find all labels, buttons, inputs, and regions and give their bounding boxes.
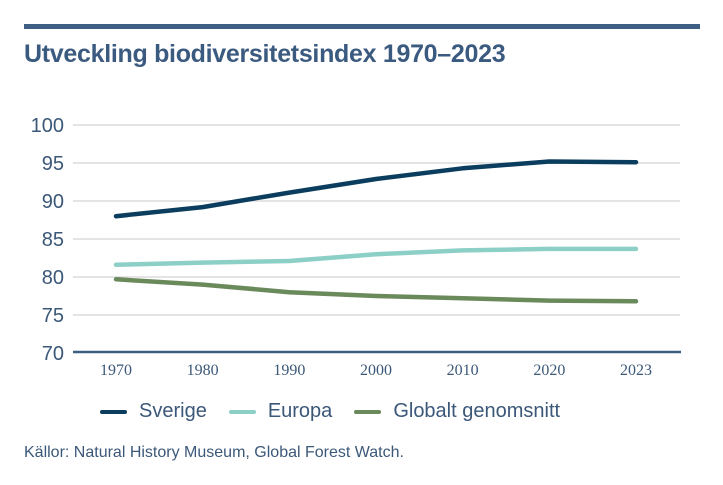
top-accent-bar [24,24,700,29]
y-tick-label: 80 [42,267,64,289]
x-tick-label: 1990 [273,362,305,379]
legend-label-sverige: Sverige [139,400,207,422]
x-tick-label: 2020 [533,362,565,379]
legend-label-globalt: Globalt genomsnitt [393,400,561,422]
y-tick-label: 90 [42,191,64,213]
x-tick-label: 1970 [100,362,132,379]
legend-item-globalt: Globalt genomsnitt [354,400,560,423]
legend-swatch-globalt [354,409,382,414]
legend: Sverige Europa Globalt genomsnitt [100,400,582,423]
legend-item-sverige: Sverige [100,400,207,423]
legend-label-europa: Europa [267,400,333,422]
y-tick-label: 85 [42,229,64,251]
y-tick-label: 100 [31,115,64,137]
series-line-globalt-genomsnitt [113,277,639,304]
x-tick-label: 2000 [360,362,392,379]
y-tick-label: 70 [42,343,64,365]
series-lines [113,159,639,304]
x-axis-ticks: 1970 1980 1990 2000 2010 2020 2023 [100,362,652,379]
y-tick-label: 75 [42,305,64,327]
gridlines [73,124,680,316]
legend-swatch-sverige [100,409,127,414]
series-line-sverige [113,159,639,219]
chart-title: Utveckling biodiversitetsindex 1970–2023 [24,40,506,68]
y-tick-label: 95 [42,153,64,175]
x-tick-label: 2023 [620,362,652,379]
series-line-europa [113,246,639,268]
source-note: Källor: Natural History Museum, Global F… [24,444,404,461]
y-axis-ticks: 70 75 80 85 90 95 100 [31,115,64,365]
line-chart: 70 75 80 85 90 95 100 1970 1980 1990 2000 2010 2020… [31,115,681,379]
legend-item-europa: Europa [228,400,333,423]
x-tick-label: 2010 [447,362,479,379]
x-tick-label: 1980 [187,362,219,379]
legend-swatch-europa [228,409,256,414]
